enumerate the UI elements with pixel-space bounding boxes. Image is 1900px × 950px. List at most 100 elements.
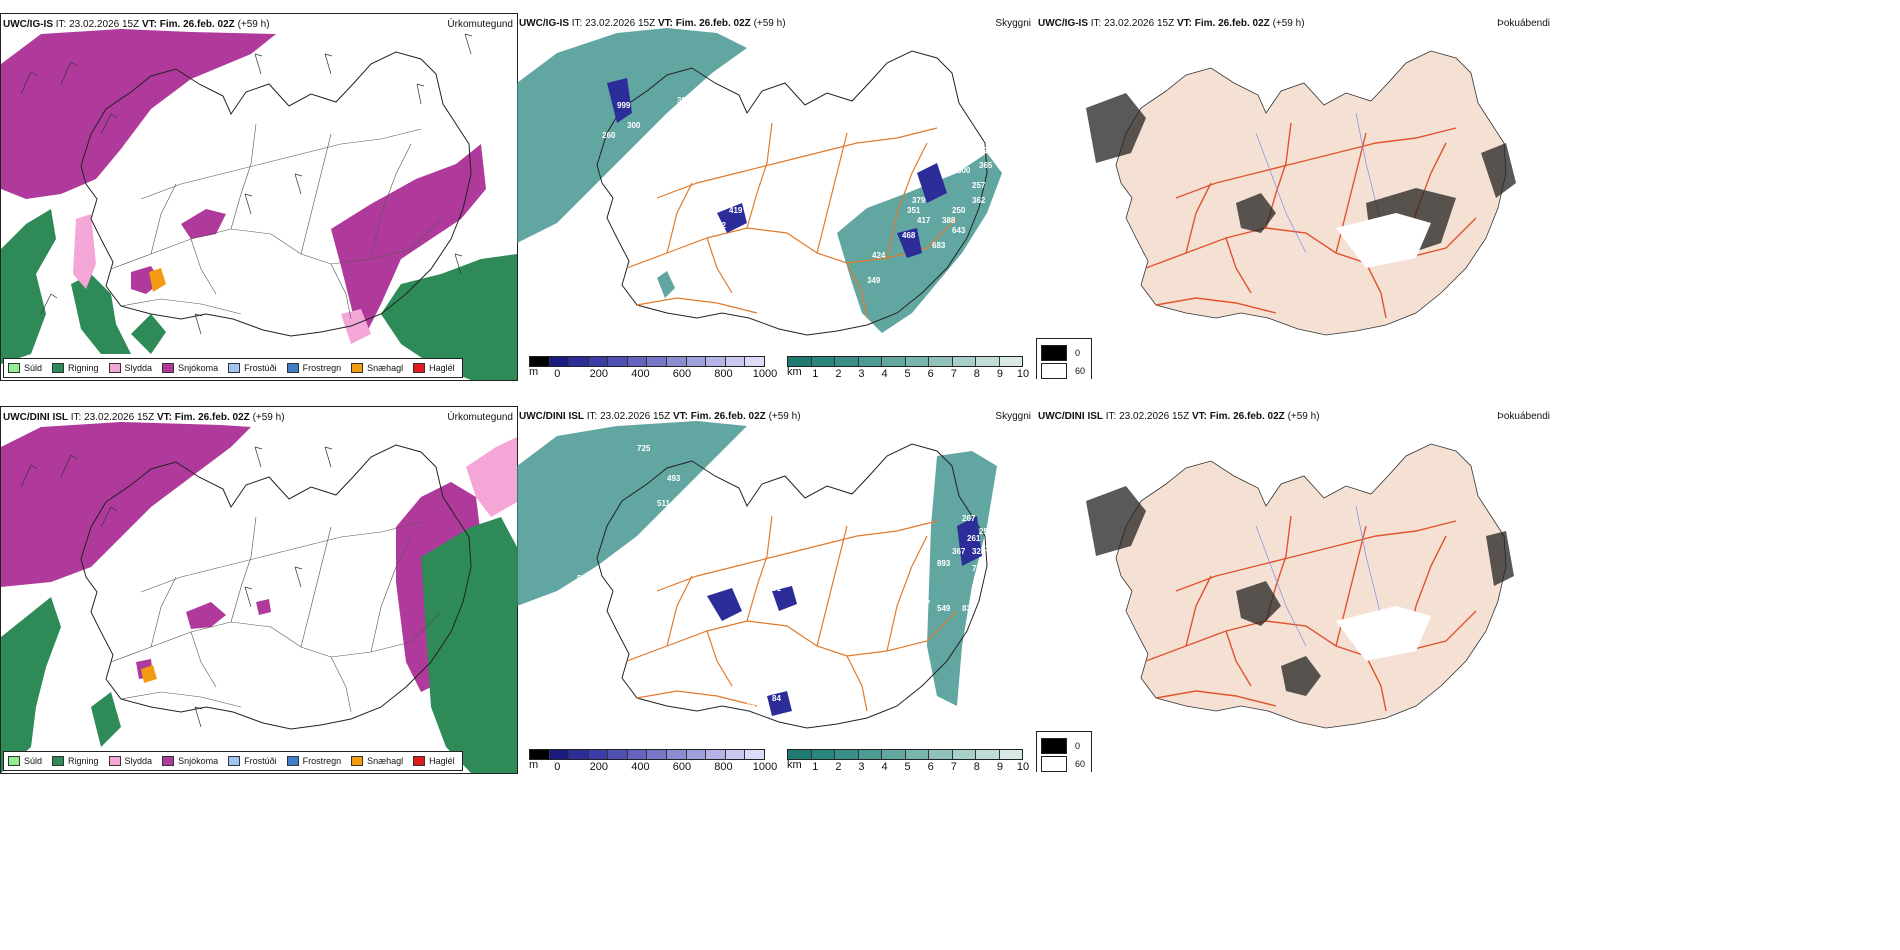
- cloudbase-label: 261: [967, 534, 981, 543]
- cloudbase-label: 84: [772, 694, 781, 703]
- cloudbase-label: 228: [979, 146, 993, 155]
- colorbar-swatch: [549, 357, 570, 366]
- colorbar-swatch: [882, 750, 906, 759]
- colorbar-swatch: [788, 750, 812, 759]
- cloudbase-label: 260: [602, 131, 616, 140]
- precip-legend: Súld Rigning Slydda Snjókoma Frostúði Fr…: [3, 358, 463, 378]
- cloudbase-label: 424: [872, 251, 886, 260]
- graupel-areas: [149, 268, 166, 292]
- it-value: 23.02.2026 15Z: [69, 19, 140, 30]
- cloudbase-label: 480: [657, 514, 671, 523]
- colorbar-tick-label: 10: [1016, 368, 1030, 379]
- panel-title: Úrkomutegund: [447, 19, 513, 30]
- colorbar-swatch: [569, 750, 589, 759]
- colorbar-tick-label: 5: [904, 368, 911, 379]
- it-value: 23.02.2026 15Z: [1119, 411, 1190, 422]
- colorbar-swatch: [588, 357, 609, 366]
- colorbar-swatch: [999, 357, 1022, 366]
- lead-time: (+59 h): [1272, 18, 1305, 29]
- colorbar-swatch: [929, 750, 953, 759]
- colorbar-tick-label: 0: [554, 761, 561, 772]
- vt-label: VT:: [672, 411, 688, 422]
- colorbar-tick-label: 4: [881, 368, 888, 379]
- colorbar-swatch: [811, 357, 835, 366]
- cloudbase-label: 643: [952, 226, 966, 235]
- colorbar-tick-label: 2: [835, 368, 842, 379]
- cloudbase-areas: [707, 516, 982, 716]
- panel-header: UWC/IG-IS IT: 23.02.2026 15Z VT: Fim. 26…: [519, 18, 786, 29]
- visibility-colorbar: 1 2 3 4 5 6 7 8 9 10 km: [787, 356, 1029, 379]
- vt-value: Fim. 26.feb. 02Z: [675, 18, 751, 29]
- legend-item: Haglél: [413, 756, 455, 766]
- legend-item: Snæhagl: [351, 363, 403, 373]
- vt-label: VT:: [156, 412, 172, 423]
- colorbar-tick-label: 1: [812, 368, 819, 379]
- colorbar-tick-label: 7: [950, 761, 957, 772]
- colorbar-swatch: [608, 357, 628, 366]
- cloudbase-label: 893: [937, 559, 951, 568]
- sleet-areas: [466, 437, 517, 517]
- cloudbase-label: 69: [747, 699, 756, 708]
- visibility-unit: km: [787, 759, 802, 771]
- colorbar-tick-label: 5: [904, 761, 911, 772]
- panel-title: Skyggni: [995, 18, 1031, 29]
- cloudbase-label: 250: [952, 206, 966, 215]
- colorbar-swatch: [811, 750, 835, 759]
- colorbar-swatch: [569, 357, 589, 366]
- cloudbase-label: 999: [617, 101, 631, 110]
- colorbar-tick-label: 400: [631, 761, 650, 772]
- cloudbase-label: 324: [972, 547, 986, 556]
- sleet-areas: [73, 214, 371, 344]
- colorbar-tick-label: 1000: [752, 761, 778, 772]
- cloudbase-label: 365: [979, 161, 993, 170]
- colorbar-tick-label: 200: [589, 761, 609, 772]
- vt-label: VT:: [1176, 18, 1192, 29]
- colorbar-swatch: [725, 750, 746, 759]
- cloudbase-label: 380: [677, 96, 691, 105]
- vt-label: VT:: [1191, 411, 1207, 422]
- fog-legend-item: 0: [1041, 345, 1087, 361]
- graupel-areas: [141, 665, 157, 683]
- legend-item: Snjókoma: [162, 363, 218, 373]
- model-name: UWC/IG-IS: [519, 18, 569, 29]
- legend-item: Slydda: [108, 756, 152, 766]
- cloudbase-label: 768: [972, 564, 986, 573]
- model-name: UWC/DINI ISL: [3, 412, 68, 423]
- colorbar-swatch: [627, 750, 648, 759]
- visibility-colorbar: 1 2 3 4 5 6 7 8 9 10 km: [787, 749, 1029, 772]
- cloudbase-label: 367: [952, 547, 966, 556]
- cloudbase-label: 493: [667, 474, 681, 483]
- colorbar-tick-label: 10: [1016, 761, 1030, 772]
- legend-item: Súld: [8, 363, 42, 373]
- colorbar-swatch: [549, 750, 570, 759]
- colorbar-tick-label: 200: [589, 368, 609, 379]
- legend-item: Snæhagl: [351, 756, 403, 766]
- lead-time: (+59 h): [252, 412, 285, 423]
- lead-time: (+59 h): [768, 411, 801, 422]
- colorbar-tick-label: 9: [996, 368, 1003, 379]
- model-name: UWC/DINI ISL: [1038, 411, 1103, 422]
- colorbar-tick-label: 600: [672, 761, 692, 772]
- colorbar-tick-label: 800: [714, 368, 733, 379]
- legend-item: Frostúði: [228, 756, 277, 766]
- fog-legend: 0 60: [1036, 731, 1092, 772]
- it-value: 23.02.2026 15Z: [585, 18, 656, 29]
- vt-label: VT:: [657, 18, 673, 29]
- colorbar-swatch: [530, 357, 550, 366]
- colorbar-swatch: [905, 357, 929, 366]
- panel-title: Þokuábendi: [1497, 18, 1550, 29]
- panel-header: UWC/DINI ISL IT: 23.02.2026 15Z VT: Fim.…: [519, 411, 801, 422]
- fog-legend-item: 60: [1041, 756, 1087, 772]
- fog-legend-item: 60: [1041, 363, 1087, 379]
- visibility-areas: [517, 421, 997, 706]
- cloudbase-label: 61: [962, 669, 971, 678]
- colorbar-swatch: [667, 750, 687, 759]
- colorbar-swatch: [706, 357, 726, 366]
- colorbar-tick-label: 400: [631, 368, 650, 379]
- colorbar-swatch: [725, 357, 746, 366]
- colorbar-swatch: [858, 750, 882, 759]
- cloudbase-label: 110: [985, 544, 998, 553]
- model-name: UWC/IG-IS: [3, 19, 53, 30]
- legend-item: Frostregn: [286, 363, 341, 373]
